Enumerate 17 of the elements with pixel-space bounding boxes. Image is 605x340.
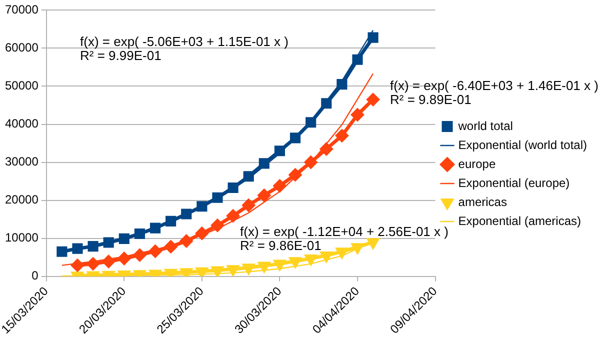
y-tick-label: 0 [32,268,39,283]
annotation: f(x) = exp( -6.40E+03 + 1.46E-01 x ) R² = 9.89E-01 [390,78,598,108]
legend-label: world total [457,118,513,133]
y-tick-label: 40000 [4,116,39,131]
legend-label: europe [458,156,496,171]
annotation: f(x) = exp( -1.12E+04 + 2.56E-01 x ) R² = 9.86E-01 [240,224,448,254]
legend-label: Exponential (europe) [458,176,570,190]
y-tick-label: 70000 [4,2,39,17]
y-tick-label: 20000 [4,192,39,207]
legend-label: americas [458,194,507,209]
y-tick-label: 10000 [4,230,39,245]
legend-label: Exponential (americas) [458,214,581,228]
annotation: f(x) = exp( -5.06E+03 + 1.15E-01 x ) R² = 9.99E-01 [80,34,288,64]
y-tick-label: 60000 [4,40,39,55]
y-tick-label: 50000 [4,78,39,93]
legend-label: Exponential (world total) [458,138,588,152]
y-tick-label: 30000 [4,154,39,169]
